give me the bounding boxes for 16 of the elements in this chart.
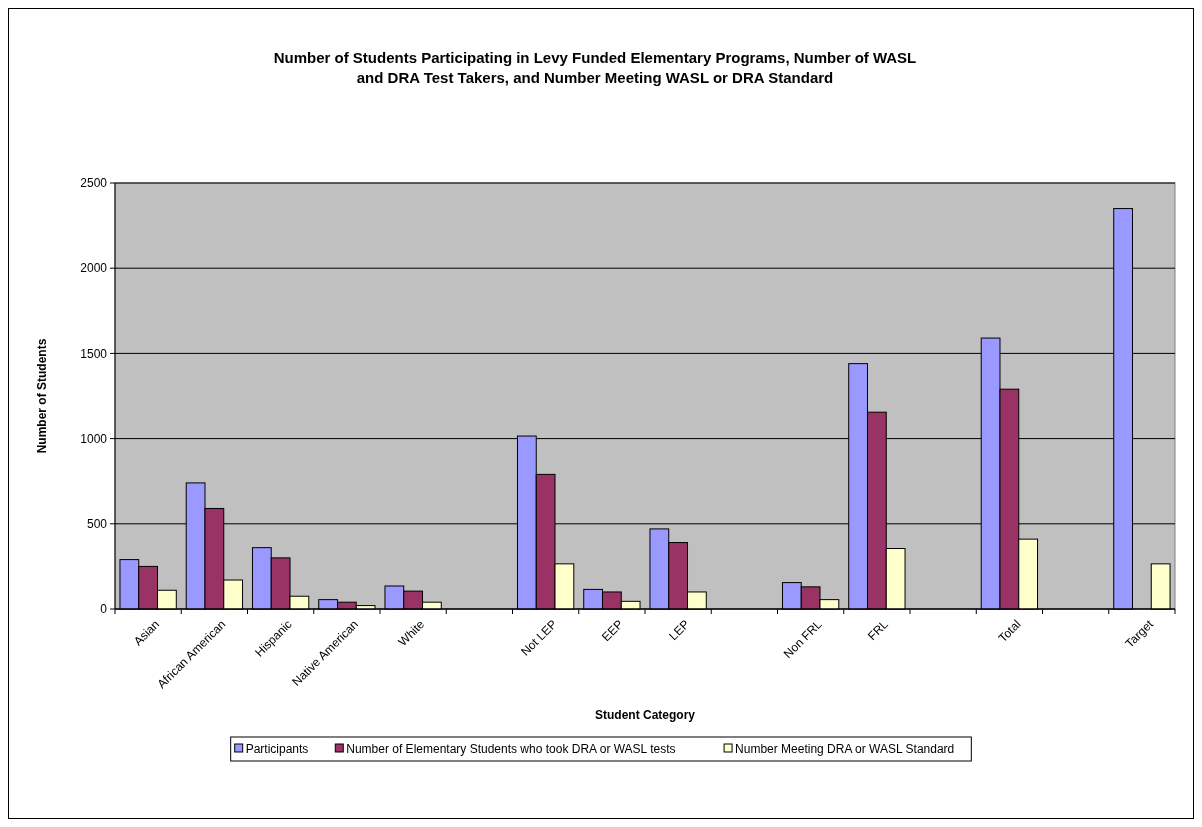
y-tick-label: 2500 xyxy=(80,176,108,191)
legend-label: Participants xyxy=(245,742,309,756)
y-axis-title: Number of Students xyxy=(35,338,49,454)
y-tick-label: 0 xyxy=(100,602,108,617)
chart-title: Number of Students Participating in Levy Funded Elementary Programs, Number of WASL and DRA Test Takers, and Number Meeting WASL or DRA Standard xyxy=(273,49,917,86)
x-tick-label: LEP xyxy=(666,617,693,644)
y-tick-label: 2000 xyxy=(80,261,108,276)
x-tick-label: FRL xyxy=(865,616,892,644)
x-axis-title: Student Category xyxy=(594,708,696,722)
x-tick-label: Non FRL xyxy=(780,616,825,662)
legend-label: Number of Elementary Students who took DRA or WASL tests xyxy=(346,742,676,756)
x-tick-label: Not LEP xyxy=(518,617,560,659)
y-tick-label: 1000 xyxy=(80,431,108,446)
y-tick-label: 1500 xyxy=(80,346,108,361)
legend-label: Number Meeting DRA or WASL Standard xyxy=(735,742,955,756)
y-tick-label: 500 xyxy=(86,517,108,531)
